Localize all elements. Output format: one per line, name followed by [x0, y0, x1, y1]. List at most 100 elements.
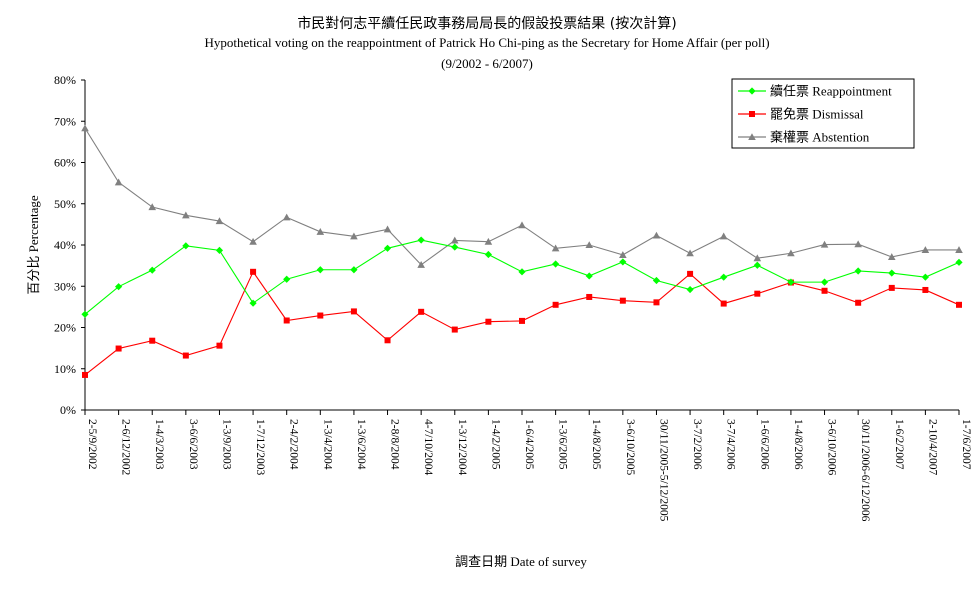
x-tick-label: 4-7/10/2004 [422, 419, 434, 475]
data-point-square [754, 290, 761, 297]
x-tick-label: 1-3/4/2004 [321, 419, 333, 470]
data-point-diamond [182, 242, 190, 250]
data-point-square [653, 299, 660, 306]
x-tick-label: 1-3/6/2005 [557, 419, 569, 470]
data-point-diamond [283, 275, 291, 283]
data-point-diamond [451, 243, 459, 251]
data-point-diamond [820, 278, 829, 286]
data-point-diamond [518, 268, 526, 276]
y-tick-label: 60% [54, 156, 76, 170]
data-point-square [451, 326, 458, 333]
x-tick-label: 1-4/8/2006 [792, 419, 804, 470]
y-tick-label: 10% [54, 362, 76, 376]
x-tick-label: 1-3/9/2003 [220, 419, 232, 470]
data-point-diamond [720, 273, 728, 281]
data-point-diamond [484, 250, 492, 259]
legend-marker [748, 87, 756, 95]
data-point-square [586, 293, 593, 300]
data-point-square [115, 345, 122, 352]
data-point-square [250, 268, 257, 275]
x-tick-label: 1-7/6/2007 [960, 419, 972, 470]
x-tick-label: 2-5/9/2002 [86, 419, 98, 470]
data-point-diamond [787, 278, 795, 286]
data-point-square [350, 308, 357, 315]
chart-period: (9/2002 - 6/2007) [441, 56, 533, 71]
data-point-triangle [921, 246, 930, 253]
chart-title: 市民對何志平續任民政事務局局長的假設投票結果 (按次計算) [297, 16, 677, 32]
data-point-diamond [652, 276, 661, 285]
data-point-triangle [753, 254, 762, 262]
data-point-square [821, 287, 828, 294]
x-tick-label: 1-3/6/2004 [355, 419, 367, 470]
data-point-diamond [854, 267, 862, 275]
data-point-triangle [148, 203, 157, 211]
x-tick-label: 1-7/12/2003 [254, 419, 266, 475]
data-point-square [855, 299, 862, 306]
data-point-diamond [619, 258, 627, 266]
x-tick-label: 1-3/12/2004 [456, 419, 468, 475]
x-tick-label: 2-10/4/2007 [926, 419, 938, 475]
x-tick-label: 3-6/10/2005 [624, 419, 636, 475]
y-tick-label: 0% [60, 403, 76, 417]
data-point-triangle [350, 232, 358, 240]
data-point-diamond [215, 246, 224, 254]
data-point-triangle [114, 178, 123, 186]
x-tick-label: 3-6/6/2003 [187, 419, 199, 470]
data-point-triangle [551, 244, 560, 252]
data-point-diamond [552, 260, 560, 268]
data-point-square [418, 308, 425, 315]
data-point-triangle [316, 228, 325, 235]
data-point-square [149, 337, 156, 344]
data-point-square [720, 300, 727, 307]
data-point-triangle [282, 213, 291, 221]
data-point-diamond [921, 273, 929, 281]
data-point-square [485, 318, 492, 325]
data-point-triangle [450, 236, 459, 244]
legend-marker [749, 111, 755, 117]
legend-entry: 罷免票 Dismissal [770, 107, 864, 122]
data-point-square [956, 301, 962, 308]
data-point-square [384, 337, 391, 344]
data-point-diamond [249, 299, 257, 307]
data-point-triangle [182, 211, 190, 219]
data-point-triangle [81, 124, 89, 132]
data-point-triangle [652, 231, 661, 239]
data-point-diamond [316, 266, 324, 274]
y-tick-label: 50% [54, 197, 76, 211]
data-point-triangle [887, 253, 896, 261]
series-line-diamond [84, 239, 960, 315]
y-tick-label: 40% [54, 238, 76, 252]
x-tick-label: 3-7/4/2006 [725, 419, 737, 470]
x-tick-label: 1-6/4/2005 [523, 419, 535, 470]
data-point-triangle [383, 225, 392, 233]
x-tick-label: 1-4/2/2005 [489, 419, 501, 470]
legend-entry: 續任票 Reappointment [770, 84, 892, 99]
data-point-square [283, 317, 290, 324]
series-diamond [81, 236, 963, 318]
legend-entry: 棄權票 Abstention [770, 130, 870, 145]
x-tick-label: 1-4/3/2003 [153, 419, 165, 470]
data-point-diamond [955, 258, 963, 266]
series-square [82, 268, 962, 378]
data-point-diamond [148, 266, 156, 274]
data-point-triangle [518, 221, 526, 229]
data-point-triangle [585, 241, 594, 249]
series-triangle [81, 124, 963, 268]
y-tick-label: 80% [54, 73, 76, 87]
data-point-square [519, 317, 525, 324]
x-axis-title: 調查日期 Date of survey [455, 554, 587, 569]
data-point-square [317, 312, 324, 319]
data-point-square [216, 342, 223, 349]
data-point-square [619, 297, 626, 304]
y-tick-label: 20% [54, 321, 76, 335]
data-point-triangle [955, 246, 963, 253]
data-point-square [182, 352, 189, 359]
x-tick-label: 2-4/2/2004 [288, 419, 300, 470]
data-point-diamond [753, 261, 761, 269]
x-tick-label: 3-7/2/2006 [691, 419, 703, 470]
y-axis-title: 百分比 Percentage [26, 195, 41, 295]
x-tick-label: 1-6/2/2007 [893, 419, 905, 470]
data-point-square [552, 301, 559, 308]
data-point-diamond [686, 285, 694, 294]
